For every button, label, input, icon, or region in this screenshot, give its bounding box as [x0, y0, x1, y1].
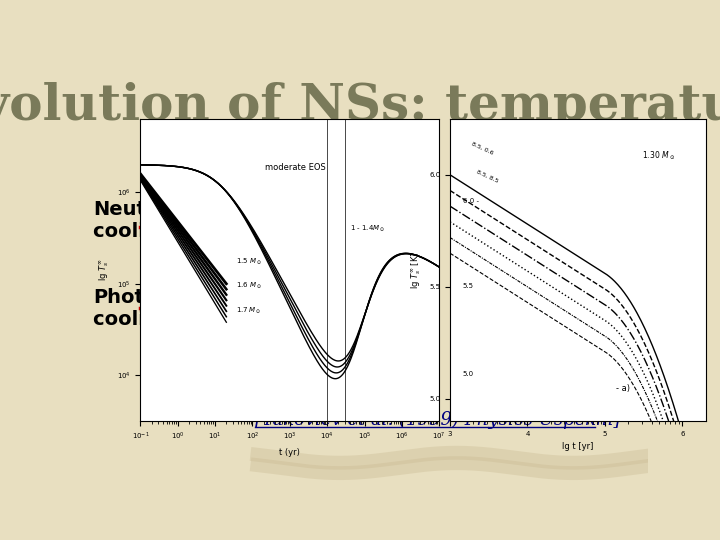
Text: 1 - 1.4$M_\odot$: 1 - 1.4$M_\odot$ — [349, 224, 384, 234]
Text: 6.0 -: 6.0 - — [463, 199, 479, 205]
Text: - a): - a) — [616, 384, 630, 393]
Text: 1.30 $M_\odot$: 1.30 $M_\odot$ — [642, 149, 675, 161]
Text: 8.5, 8.5: 8.5, 8.5 — [475, 169, 499, 183]
Text: 5.0: 5.0 — [463, 371, 474, 377]
Text: Evolution of NSs: temperature: Evolution of NSs: temperature — [0, 82, 720, 131]
Text: Neutrino
cooling stage: Neutrino cooling stage — [93, 200, 240, 241]
Text: 1.7 $M_\odot$: 1.7 $M_\odot$ — [236, 305, 261, 315]
X-axis label: t (yr): t (yr) — [279, 448, 300, 457]
Text: moderate EOS: moderate EOS — [266, 163, 326, 172]
Text: 1.6 $M_\odot$: 1.6 $M_\odot$ — [236, 281, 262, 292]
Text: Photon
cooling stage: Photon cooling stage — [93, 287, 240, 328]
Y-axis label: lg $T_s^\infty$ [K]: lg $T_s^\infty$ [K] — [410, 252, 423, 288]
Text: 1.5 $M_\odot$: 1.5 $M_\odot$ — [236, 257, 262, 267]
Text: 8.5, 0.6: 8.5, 0.6 — [470, 141, 494, 156]
Y-axis label: lg $T_s^\infty$: lg $T_s^\infty$ — [98, 259, 112, 281]
X-axis label: lg t [yr]: lg t [yr] — [562, 442, 593, 451]
Text: [Yakovlev et al. (1999) Physics Uspekhi]: [Yakovlev et al. (1999) Physics Uspekhi] — [255, 411, 620, 429]
Text: 5.5: 5.5 — [463, 283, 474, 289]
